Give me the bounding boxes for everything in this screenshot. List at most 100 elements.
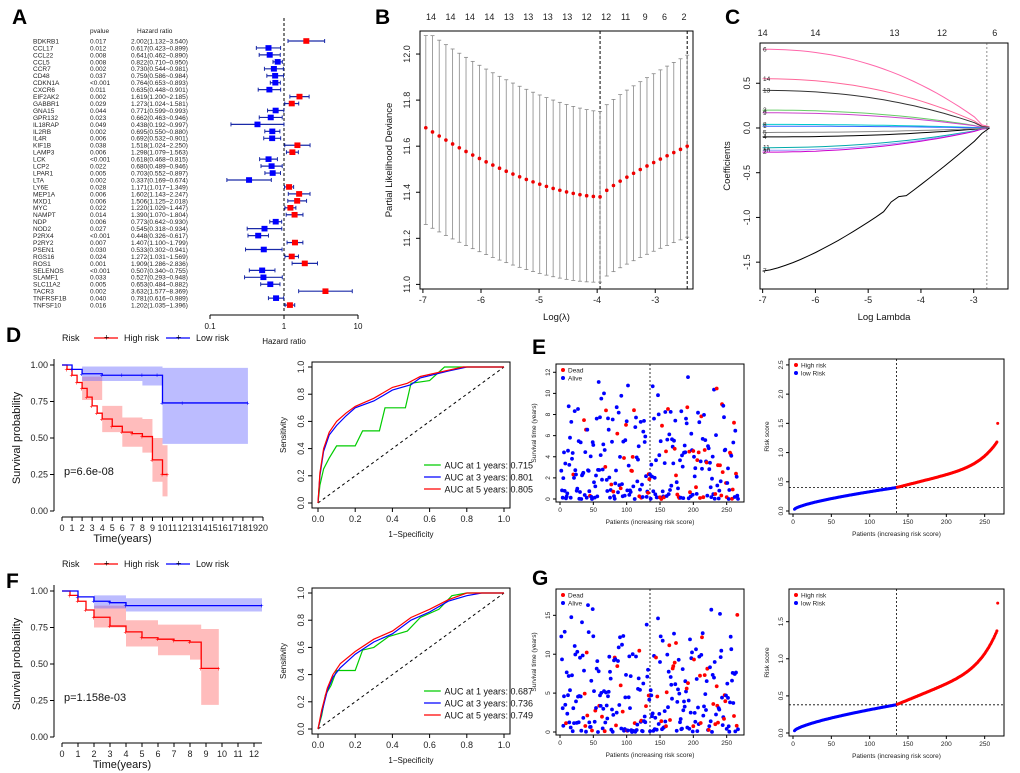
hr-point — [269, 135, 276, 142]
alive-point — [694, 647, 698, 652]
alive-point — [622, 493, 627, 498]
alive-point — [567, 720, 572, 725]
y-axis-title: Survival probability — [11, 391, 23, 484]
alive-point — [690, 650, 694, 655]
hr-label: 0.641(0.462~0.890) — [131, 52, 188, 59]
y-tick-label: 1.5 — [778, 617, 785, 626]
alive-point — [689, 431, 694, 436]
alive-point — [650, 384, 655, 389]
dead-point — [671, 664, 676, 669]
alive-point — [652, 416, 656, 421]
alive-point — [580, 620, 584, 625]
censor-mark: + — [75, 380, 79, 387]
alive-point — [665, 437, 670, 442]
x-tick-label: 2 — [80, 523, 85, 533]
alive-point — [570, 451, 575, 455]
coef-label: 3 — [763, 107, 767, 114]
alive-point — [682, 699, 686, 704]
alive-point — [675, 700, 680, 704]
deviance-point — [504, 169, 509, 173]
pvalue-label: 0.030 — [90, 247, 107, 254]
alive-point — [592, 480, 596, 485]
pvalue-label: 0.022 — [90, 205, 107, 212]
deviance-point — [631, 171, 636, 176]
alive-point — [708, 719, 713, 724]
alive-point — [717, 707, 722, 712]
top-count-label: 14 — [445, 12, 455, 22]
alive-point — [566, 448, 570, 453]
dead-point — [630, 455, 635, 459]
panel-label-b: B — [375, 6, 390, 29]
coef-label: 13 — [763, 87, 771, 94]
forest-plot: pvalue Hazard ratio BDKRB1 0.017 2.002(1.132… — [33, 18, 363, 346]
alive-point — [710, 730, 714, 734]
alive-point — [707, 724, 712, 728]
alive-point — [682, 443, 687, 448]
pvalue-label: <0.001 — [90, 268, 110, 275]
censor-mark: + — [260, 603, 264, 610]
panel-label-a: A — [12, 6, 27, 29]
pvalue-label: 0.006 — [90, 150, 107, 157]
alive-point — [560, 495, 565, 500]
dead-point — [585, 713, 590, 718]
alive-point — [578, 440, 583, 445]
alive-point — [607, 475, 612, 480]
censor-mark: + — [150, 457, 154, 464]
legend-dot-dead — [561, 593, 565, 597]
alive-point — [596, 380, 601, 384]
alive-point — [583, 450, 588, 454]
alive-point — [727, 729, 732, 734]
dead-point — [620, 709, 625, 714]
alive-point — [718, 612, 722, 616]
censor-mark: + — [165, 472, 169, 479]
y-tick-label: 0.25 — [30, 696, 48, 706]
alive-point — [686, 698, 691, 703]
alive-point — [630, 652, 635, 657]
x-tick-label: 150 — [655, 740, 666, 747]
hr-point — [268, 163, 275, 169]
alive-point — [638, 487, 642, 492]
y-axis-title: Coefficients — [722, 141, 733, 191]
alive-point — [624, 673, 628, 677]
alive-point — [562, 694, 566, 699]
alive-point — [636, 676, 641, 681]
x-tick-label: 6 — [155, 749, 160, 759]
x-tick-label: 0 — [59, 749, 64, 759]
alive-point — [710, 454, 715, 459]
alive-point — [699, 653, 704, 657]
censor-mark: + — [84, 607, 88, 614]
legend-label-low: Low risk — [196, 559, 230, 569]
alive-point — [562, 629, 567, 634]
alive-point — [695, 729, 700, 733]
hr-point — [269, 128, 276, 135]
gene-label: BDKRB1 — [33, 38, 59, 45]
alive-point — [673, 418, 678, 423]
y-tick-label: 0.00 — [30, 506, 48, 516]
top-count-label: 6 — [992, 28, 997, 38]
hr-label: 1.202(1.035~1.396) — [131, 303, 188, 310]
x-tick-label: 5 — [110, 523, 115, 533]
hr-point — [273, 295, 280, 301]
alive-point — [584, 729, 588, 734]
x-tick-label: 100 — [864, 741, 875, 748]
dead-point — [723, 699, 728, 704]
deviance-point — [618, 179, 622, 183]
alive-point — [573, 652, 578, 657]
dead-point — [590, 728, 594, 733]
y-tick-label: 0.0 — [778, 728, 785, 737]
dead-point — [685, 405, 690, 410]
alive-point — [562, 450, 566, 455]
alive-point — [684, 421, 689, 426]
deviance-point — [457, 145, 462, 150]
coef-label: 8 — [763, 121, 767, 128]
gene-label: CCL5 — [33, 59, 50, 66]
alive-point — [579, 497, 584, 501]
alive-point — [567, 463, 572, 467]
alive-point — [582, 668, 586, 673]
lasso-cv-plot: -7 -6 -5 -4 -3 11.0 11.2 11.4 11.6 11.8 12.0 14 14 14… — [384, 12, 694, 323]
hr-point — [270, 66, 277, 72]
hr-label: 0.533(0.302~0.941) — [131, 247, 188, 254]
x-tick-label: 100 — [864, 519, 875, 526]
coef-label: 11 — [763, 145, 770, 152]
